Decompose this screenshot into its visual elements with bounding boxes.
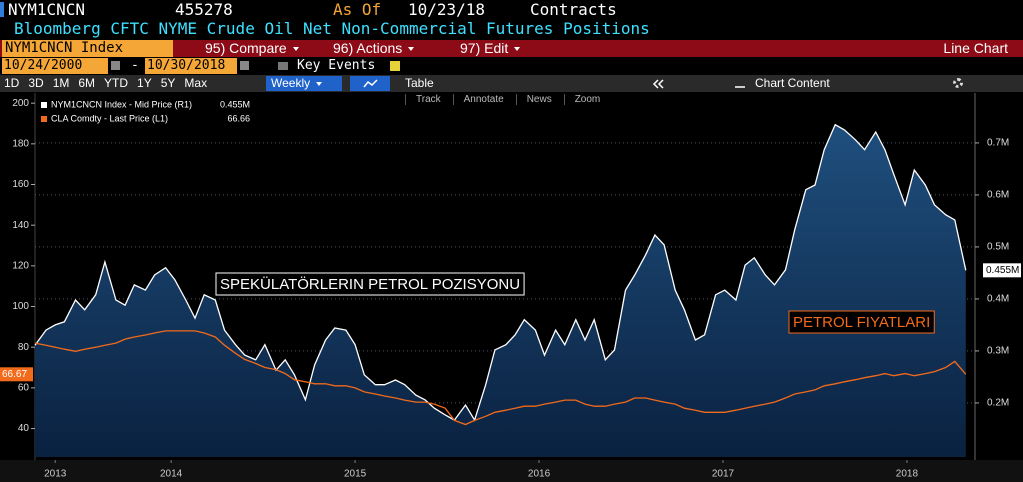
dropdown-icon: [514, 47, 521, 52]
edit-label[interactable]: 97) Edit: [460, 40, 509, 56]
calendar-icon[interactable]: [111, 61, 120, 70]
edit-button[interactable]: 97) Edit: [460, 40, 521, 57]
dropdown-icon: [292, 47, 299, 52]
header-row: NYM1CNCN 455278 As Of 10/23/18 Contracts: [0, 0, 1023, 19]
legend-label: CLA Comdty - Last Price (L1): [51, 113, 168, 123]
chart-tools: Track Annotate News Zoom: [405, 94, 612, 105]
last-value-tag: [983, 263, 1021, 278]
as-of: As Of: [333, 0, 382, 19]
y2-tick-label: 0.4M: [987, 294, 1009, 305]
legend-label: NYM1CNCN Index - Mid Price (R1): [51, 99, 192, 109]
period-button[interactable]: 1Y: [137, 76, 152, 90]
key-events-icon[interactable]: [278, 62, 288, 70]
dropdown-icon: [408, 47, 415, 52]
legend-value: 66.66: [227, 113, 250, 123]
x-tick-label: 2018: [896, 469, 919, 480]
legend-value: 0.455M: [220, 99, 250, 109]
x-tick-label: 2013: [44, 469, 67, 480]
last-value-tag: [0, 367, 33, 382]
legend-box: [37, 97, 255, 127]
annotation-box: [788, 310, 935, 334]
chart-tool[interactable]: Zoom: [563, 94, 601, 105]
y2-tick-label: 0.5M: [987, 242, 1009, 253]
toolbar: 1D 3D 1M 6M YTD 1Y 5Y Max Weekly Table Chart Co…: [0, 75, 1023, 92]
period-button[interactable]: 5Y: [160, 76, 176, 90]
annotation-box: [215, 272, 525, 296]
frequency-select[interactable]: Weekly: [266, 76, 342, 91]
end-date[interactable]: 10/30/2018: [145, 58, 237, 74]
calendar-icon[interactable]: [240, 61, 249, 70]
x-tick-label: 2015: [344, 469, 367, 480]
security-box[interactable]: NYM1CNCN Index: [2, 40, 173, 57]
area: [35, 124, 966, 457]
units: Contracts: [530, 0, 617, 19]
collapse-icon[interactable]: [652, 79, 664, 89]
x-tick-label: 2017: [712, 469, 735, 480]
settings-icon[interactable]: [953, 78, 963, 88]
chart-tool[interactable]: News: [515, 94, 552, 105]
legend: NYM1CNCN Index - Mid Price (R1) 0.455M CLA…: [37, 97, 255, 127]
ticker: NYM1CNCN: [8, 0, 86, 19]
y2-tick-label: 0.3M: [987, 346, 1009, 357]
last-value: 455278: [175, 0, 233, 19]
start-date[interactable]: 10/24/2000: [2, 58, 108, 74]
date-separator: -: [131, 58, 139, 73]
y2-tick-label: 0.2M: [987, 398, 1009, 409]
frequency-label[interactable]: Weekly: [271, 76, 311, 90]
y-tick-label: 200: [12, 98, 29, 109]
table-button[interactable]: Table: [405, 76, 434, 90]
info-icon[interactable]: [390, 61, 400, 71]
as-of-date: 10/23/18: [408, 0, 486, 19]
x-tick-label: 2014: [160, 469, 183, 480]
description: Bloomberg CFTC NYME Crude Oil Net Non-Co…: [14, 19, 650, 38]
y-tick-label: 180: [12, 138, 29, 149]
description-row: Bloomberg CFTC NYME Crude Oil Net Non-Co…: [0, 19, 1023, 39]
legend-swatch: [41, 102, 47, 108]
y-tick-label: 80: [18, 342, 30, 353]
chart-content[interactable]: Chart Content: [755, 76, 830, 90]
x-axis-band: [0, 460, 1023, 482]
period-button[interactable]: 1M: [52, 76, 70, 90]
period-button[interactable]: 6M: [78, 76, 96, 90]
dropdown-icon: [316, 81, 323, 86]
annotation: SPEKÜLATÖRLERIN PETROL POZISYONU: [220, 275, 520, 293]
x-tick-label: 2016: [528, 469, 551, 480]
y2-tick-label: 0.6M: [987, 190, 1009, 201]
legend-swatch: [41, 116, 47, 122]
actions-label[interactable]: 96) Actions: [333, 40, 403, 56]
chart-view-icon: [363, 79, 378, 88]
y-tick-label: 160: [12, 179, 29, 190]
last-value-label: 0.455M: [986, 265, 1019, 276]
line: [34, 330, 967, 426]
last-value-label: 66.67: [2, 369, 27, 380]
chart-type[interactable]: Line Chart: [943, 40, 1008, 56]
y-tick-label: 140: [12, 220, 29, 231]
y-tick-label: 120: [12, 260, 29, 271]
actions-button[interactable]: 96) Actions: [333, 40, 415, 57]
date-row: 10/24/2000 - 10/30/2018 Key Events: [0, 58, 1023, 74]
period-buttons: 1D 3D 1M 6M YTD 1Y 5Y Max: [4, 75, 216, 92]
compare-button[interactable]: 95) Compare: [205, 40, 299, 57]
chart-view-button[interactable]: [350, 76, 390, 91]
period-button[interactable]: 3D: [28, 76, 44, 90]
y-tick-label: 40: [18, 423, 30, 434]
y2-tick-label: 0.7M: [987, 138, 1009, 149]
line: [34, 123, 967, 422]
chart-tool[interactable]: Track: [405, 94, 441, 105]
annotation: PETROL FIYATLARI: [793, 314, 930, 331]
y-tick-label: 60: [18, 383, 30, 394]
period-button[interactable]: YTD: [104, 76, 129, 90]
chart-content-icon: [735, 79, 745, 88]
period-button[interactable]: Max: [184, 76, 208, 90]
chart-tool[interactable]: Annotate: [452, 94, 504, 105]
key-events[interactable]: Key Events: [297, 58, 376, 73]
ticker-marker: [0, 2, 4, 17]
compare-label[interactable]: 95) Compare: [205, 40, 287, 56]
y-tick-label: 100: [12, 301, 29, 312]
command-bar: NYM1CNCN Index 95) Compare 96) Actions 9…: [0, 40, 1023, 57]
period-button[interactable]: 1D: [4, 76, 20, 90]
